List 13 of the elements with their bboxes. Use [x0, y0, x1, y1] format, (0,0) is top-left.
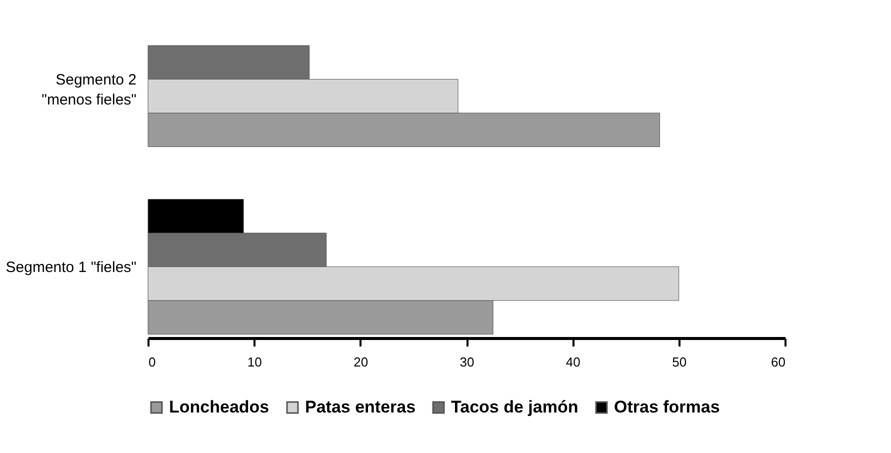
legend-label: Loncheados: [169, 398, 270, 417]
legend-label: Patas enteras: [305, 398, 416, 417]
legend-label: Otras formas: [614, 398, 720, 417]
x-tick-label: 0: [148, 354, 156, 370]
x-tick-label: 10: [247, 354, 262, 370]
legend-label: Tacos de jamón: [451, 398, 578, 417]
x-tick-label: 50: [672, 354, 687, 370]
x-tick-label: 40: [566, 354, 580, 370]
x-tick-label: 60: [771, 354, 786, 370]
y-tick-label: Segmento 2 "menos fieles": [42, 71, 136, 108]
y-tick-label: Segmento 1 "fieles": [6, 258, 136, 276]
x-tick-label: 30: [460, 354, 474, 370]
x-tick-label: 20: [354, 354, 368, 370]
